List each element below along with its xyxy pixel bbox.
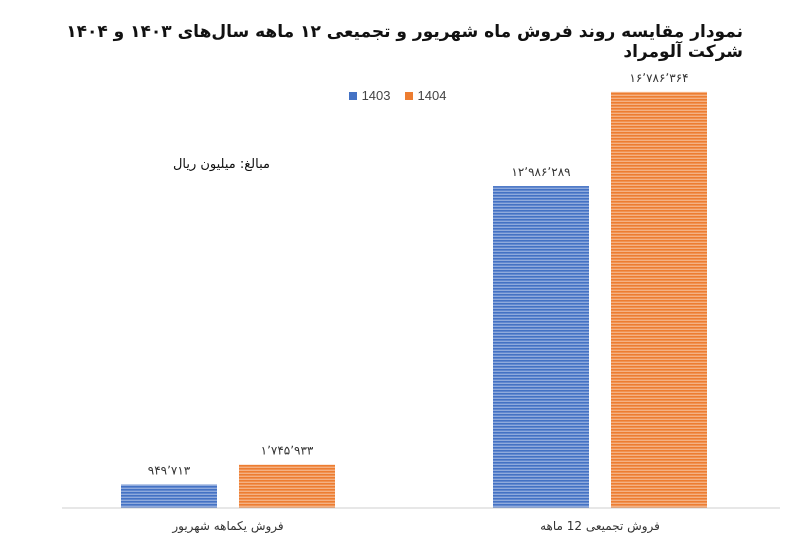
bar-1404-cat0 — [239, 464, 335, 508]
legend-label-1404: 1404 — [417, 88, 447, 103]
bar-1404-cat1 — [611, 91, 707, 508]
legend-swatch-1404 — [404, 91, 413, 100]
chart-title: نمودار مقایسه روند فروش ماه شهریور و تجم… — [66, 22, 743, 62]
data-label-1404-cat0: ۱٬۷۴۵٬۹۳۳ — [261, 444, 314, 458]
bars-layer — [121, 91, 707, 509]
unit-note: مبالغ: میلیون ریال — [172, 157, 270, 172]
category-label-0: فروش یکماهه شهریور — [171, 519, 283, 534]
legend-entry-1403: 1403 — [348, 88, 391, 103]
bar-1403-cat0 — [121, 484, 217, 508]
category-label-1: فروش تجمیعی 12 ماهه — [540, 519, 660, 534]
chart-legend: 1403 1404 — [0, 88, 795, 103]
legend-swatch-1403 — [348, 91, 357, 100]
labels-layer: ۹۴۹٬۷۱۳ ۱٬۷۴۵٬۹۳۳ فروش یکماهه شهریور ۱۲٬۹۸۶… — [148, 71, 689, 534]
legend-label-1403: 1403 — [361, 88, 391, 103]
data-label-1403-cat1: ۱۲٬۹۸۶٬۲۸۹ — [511, 165, 570, 179]
data-label-1404-cat1: ۱۶٬۷۸۶٬۳۶۴ — [629, 71, 688, 85]
legend-entry-1404: 1404 — [404, 88, 447, 103]
bar-1403-cat1 — [493, 186, 589, 509]
data-label-1403-cat0: ۹۴۹٬۷۱۳ — [148, 463, 191, 477]
